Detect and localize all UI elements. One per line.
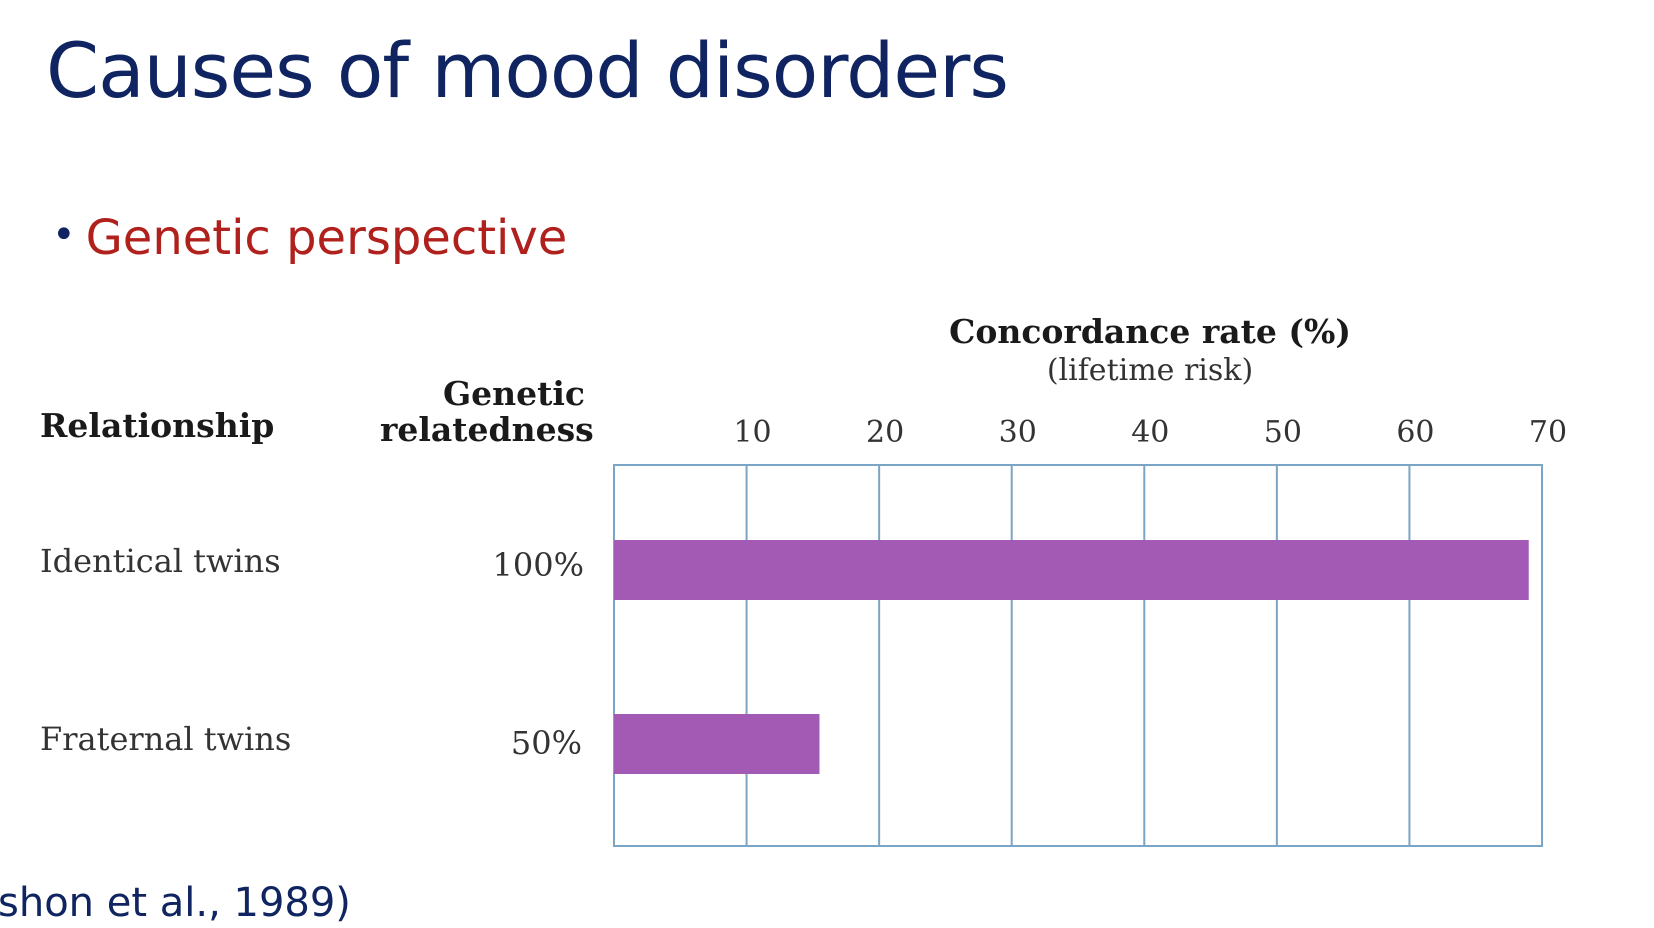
- x-tick-label-50: 50: [1264, 415, 1302, 450]
- x-tick-label-40: 40: [1131, 415, 1169, 450]
- x-tick-label-20: 20: [866, 415, 904, 450]
- x-tick-label-70: 70: [1529, 415, 1567, 450]
- chart-axis-title: Concordance rate (%) (lifetime risk): [900, 312, 1400, 388]
- chart-bars: [614, 540, 1529, 774]
- x-tick-label-30: 30: [999, 415, 1037, 450]
- chart-title: Concordance rate (%): [949, 312, 1351, 351]
- bar-fraternal-twins: [614, 714, 820, 774]
- row-label-fraternal: Fraternal twins: [40, 720, 292, 758]
- citation: shon et al., 1989): [0, 880, 351, 926]
- relatedness-header-line2: relatedness: [380, 410, 594, 449]
- x-tick-label-10: 10: [733, 415, 771, 450]
- slide-title: Causes of mood disorders: [46, 26, 1009, 115]
- chart-ticks: 10 20 30 40 50 60 70: [733, 415, 1567, 450]
- bullet-item: • Genetic perspective: [52, 210, 567, 266]
- relationship-header: Relationship: [40, 406, 275, 445]
- chart-subtitle: (lifetime risk): [1046, 353, 1254, 388]
- x-tick-label-60: 60: [1396, 415, 1434, 450]
- bullet-dot-icon: •: [52, 212, 76, 258]
- row-label-identical: Identical twins: [40, 542, 281, 580]
- relatedness-header: Genetic relatedness: [380, 374, 594, 448]
- chart-grid: [613, 464, 1543, 847]
- bar-identical-twins: [614, 540, 1529, 600]
- bullet-text: Genetic perspective: [85, 210, 568, 266]
- chart-frame: [613, 464, 1543, 847]
- relatedness-fraternal: 50%: [510, 724, 582, 762]
- relatedness-identical: 100%: [492, 546, 584, 584]
- relatedness-header-line1: Genetic: [442, 374, 585, 413]
